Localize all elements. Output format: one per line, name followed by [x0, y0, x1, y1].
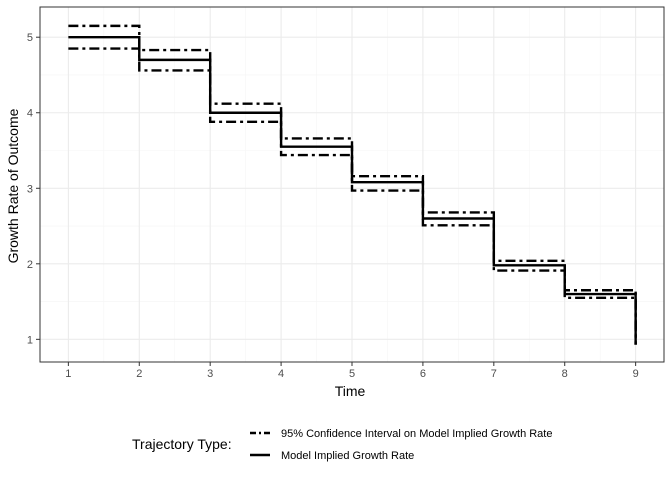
grid-major: [40, 7, 664, 362]
legend-label-model-implied: Model Implied Growth Rate: [281, 450, 414, 462]
x-tick-label: 2: [136, 368, 142, 380]
x-tick-label: 3: [207, 368, 213, 380]
x-tick-label: 4: [278, 368, 284, 380]
legend: Trajectory Type: 95% Confidence Interval…: [132, 428, 552, 462]
y-axis: 1 2 3 4 5: [27, 32, 40, 346]
x-tick-label: 9: [633, 368, 639, 380]
x-axis: 1 2 3 4 5 6 7 8 9: [65, 362, 639, 380]
y-axis-title: Growth Rate of Outcome: [5, 108, 21, 263]
y-tick-label: 5: [27, 32, 33, 44]
x-tick-label: 7: [491, 368, 497, 380]
y-tick-label: 4: [27, 108, 33, 120]
legend-title: Trajectory Type:: [132, 436, 232, 452]
y-tick-label: 2: [27, 259, 33, 271]
y-tick-label: 1: [27, 334, 33, 346]
legend-label-confidence-interval: 95% Confidence Interval on Model Implied…: [281, 428, 552, 440]
x-tick-label: 5: [349, 368, 355, 380]
x-tick-label: 6: [420, 368, 426, 380]
x-tick-label: 1: [65, 368, 71, 380]
series-layer: [68, 24, 637, 345]
series-line-lower: [68, 47, 637, 345]
x-tick-label: 8: [562, 368, 568, 380]
x-axis-title: Time: [335, 383, 366, 399]
y-tick-label: 3: [27, 183, 33, 195]
